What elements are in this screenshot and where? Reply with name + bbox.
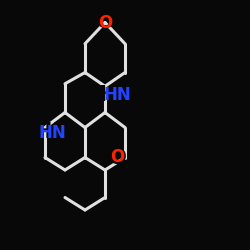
Text: O: O bbox=[96, 12, 114, 32]
Text: O: O bbox=[98, 14, 112, 32]
Text: HN: HN bbox=[38, 124, 66, 142]
Text: HN: HN bbox=[99, 85, 136, 105]
Text: O: O bbox=[110, 148, 124, 166]
Text: HN: HN bbox=[104, 86, 132, 104]
Text: HN: HN bbox=[34, 122, 71, 142]
Text: O: O bbox=[108, 148, 127, 168]
